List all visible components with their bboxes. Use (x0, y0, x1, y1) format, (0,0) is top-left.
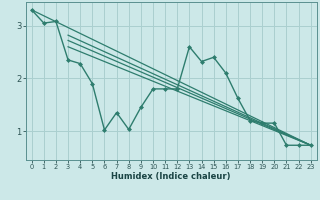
X-axis label: Humidex (Indice chaleur): Humidex (Indice chaleur) (111, 172, 231, 181)
